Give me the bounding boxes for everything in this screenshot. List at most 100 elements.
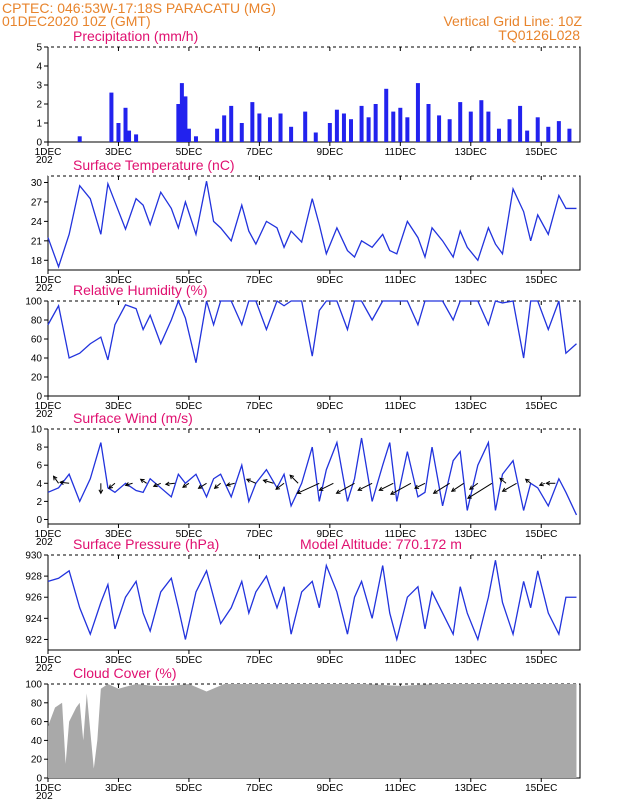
wind-arrow-head <box>59 480 65 485</box>
wind-arrow-head <box>501 487 507 492</box>
wind-arrow-head <box>357 486 363 491</box>
x-year-label: 202 <box>36 663 53 674</box>
wind-arrow <box>165 482 175 485</box>
panel-title: Surface Pressure (hPa) <box>73 536 219 552</box>
y-tick-label: 80 <box>31 316 43 327</box>
wind-arrow-head <box>468 485 474 490</box>
station-header: CPTEC: 046:53W-17:18S PARACATU (MG) <box>2 0 276 16</box>
wind-arrow-head <box>262 478 268 484</box>
y-tick-label: 100 <box>25 680 42 691</box>
panel-frame <box>47 46 581 143</box>
y-tick-label: 60 <box>31 717 43 728</box>
precip-bar <box>334 109 339 142</box>
x-tick-label: 11DEC <box>385 655 417 666</box>
x-tick-label: 15DEC <box>525 401 557 412</box>
wind-arrow <box>153 482 161 487</box>
y-tick-label: 30 <box>31 178 43 189</box>
panel-1 <box>44 46 581 146</box>
wind-arrow-head <box>182 483 187 488</box>
wind-arrow <box>198 482 207 489</box>
wind-arrow-head <box>164 481 170 487</box>
x-tick-label: 13DEC <box>455 275 487 286</box>
x-tick-label: 13DEC <box>455 655 487 666</box>
x-tick-label: 9DEC <box>317 529 344 540</box>
wind-arrow <box>469 482 479 490</box>
y-tick-label: 922 <box>25 635 42 646</box>
wind-arrow <box>226 482 235 486</box>
x-tick-label: 7DEC <box>246 655 273 666</box>
y-tick-label: 40 <box>31 736 43 747</box>
x-tick-label: 5DEC <box>176 147 203 158</box>
wind-arrow <box>60 481 70 484</box>
x-tick-label: 11DEC <box>385 529 417 540</box>
panel-title: Precipitation (mm/h) <box>73 28 198 44</box>
x-tick-label: 9DEC <box>317 147 344 158</box>
y-tick-label: 20 <box>31 373 43 384</box>
precip-bar <box>398 107 403 142</box>
y-tick-label: 928 <box>25 572 42 583</box>
x-tick-label: 3DEC <box>105 529 132 540</box>
precip-bar <box>179 83 184 142</box>
x-tick-label: 5DEC <box>176 401 203 412</box>
wind-arrow-head <box>139 478 145 484</box>
wind-arrow <box>275 482 285 490</box>
x-tick-label: 1DEC <box>35 529 62 540</box>
wind-arrow <box>502 482 517 492</box>
y-tick-label: 80 <box>31 698 43 709</box>
precip-bar <box>215 128 220 142</box>
y-tick-label: 3 <box>36 81 42 92</box>
precip-bar <box>384 88 389 142</box>
x-tick-label: 9DEC <box>317 655 344 666</box>
y-tick-label: 27 <box>31 197 43 208</box>
y-tick-label: 60 <box>31 335 43 346</box>
precip-bar <box>127 130 132 142</box>
wind-arrow-head <box>450 487 456 492</box>
y-tick-label: 2 <box>36 100 42 111</box>
precip-bar <box>267 117 272 142</box>
x-tick-label: 13DEC <box>455 783 487 794</box>
run-label: TQ0126L028 <box>498 27 580 43</box>
x-tick-label: 15DEC <box>525 529 557 540</box>
x-tick-label: 3DEC <box>105 275 132 286</box>
x-year-label: 202 <box>36 155 53 166</box>
wind-arrow-head <box>378 486 384 491</box>
y-tick-label: 18 <box>31 256 43 267</box>
x-tick-label: 13DEC <box>455 147 487 158</box>
x-tick-label: 1DEC <box>35 147 62 158</box>
precip-bar <box>313 132 318 142</box>
precip-bar <box>496 128 501 142</box>
precip-bar <box>546 126 551 142</box>
precip-bar <box>479 100 484 142</box>
wind-arrow-head <box>152 482 158 488</box>
precip-bar <box>186 128 191 142</box>
panel-frame <box>47 554 581 651</box>
precip-bar <box>222 115 227 142</box>
precip-bar <box>348 119 353 142</box>
wind-arrow <box>336 482 355 494</box>
precip-bar <box>183 96 188 142</box>
wind-arrow <box>246 478 257 484</box>
wind-arrow <box>390 482 412 495</box>
panel-frame <box>47 428 581 525</box>
y-tick-label: 6 <box>36 461 42 472</box>
panel-4 <box>44 428 581 528</box>
x-tick-label: 15DEC <box>525 655 557 666</box>
wind-arrow-head <box>98 489 104 495</box>
x-tick-label: 5DEC <box>176 275 203 286</box>
precip-bar <box>257 113 262 142</box>
x-year-label: 202 <box>36 409 53 420</box>
precip-bar <box>486 111 491 142</box>
x-tick-label: 11DEC <box>385 783 417 794</box>
y-tick-label: 21 <box>31 236 43 247</box>
x-tick-label: 3DEC <box>105 147 132 158</box>
y-tick-label: 0 <box>36 138 42 149</box>
wind-arrow <box>357 482 373 491</box>
y-tick-label: 1 <box>36 119 42 130</box>
x-tick-label: 1DEC <box>35 275 62 286</box>
precip-bar <box>327 123 332 142</box>
wind-arrow-head <box>335 489 341 494</box>
panel-3 <box>44 299 581 400</box>
precip-bar <box>405 117 410 142</box>
wind-arrow-head <box>225 482 231 487</box>
x-tick-label: 7DEC <box>246 147 273 158</box>
